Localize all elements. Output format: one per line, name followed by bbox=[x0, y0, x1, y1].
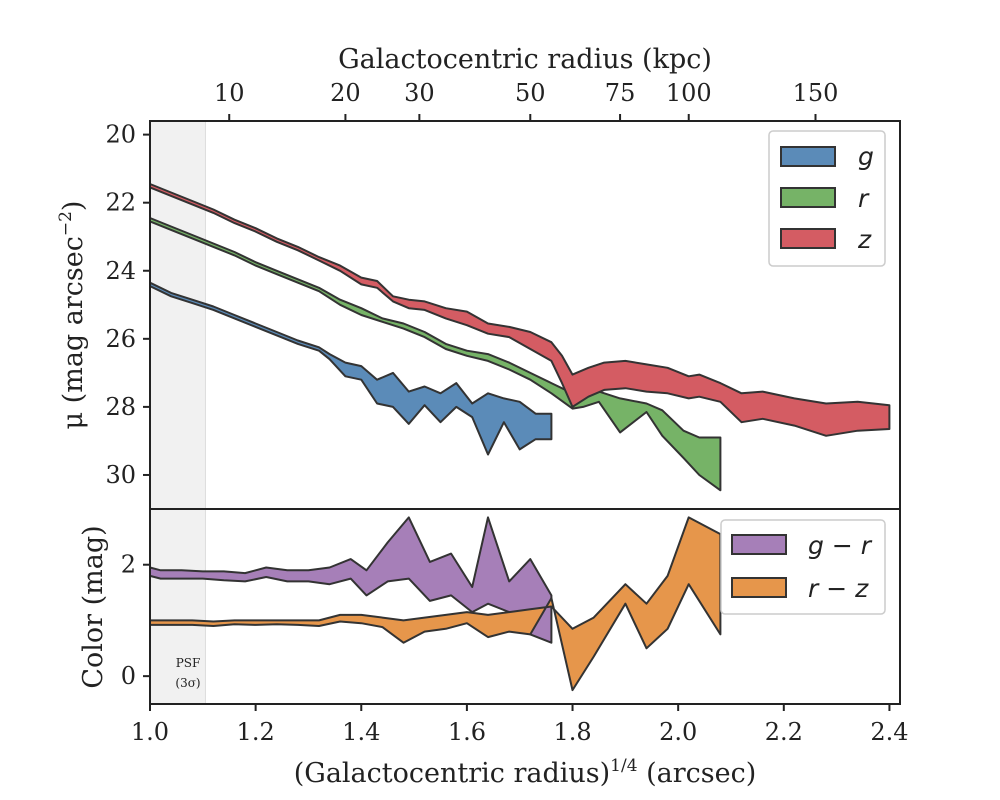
upper-panel: 20 22 24 26 28 30 10 20 30 50 75 100 150 g r z bbox=[105, 79, 901, 510]
upper-ytick-label-2: 24 bbox=[105, 257, 136, 285]
top-xtick-label-6: 150 bbox=[793, 79, 839, 107]
xtick-label-1: 1.2 bbox=[237, 718, 275, 746]
lower-band-r-z bbox=[149, 516, 722, 692]
xtick-label-2: 1.4 bbox=[342, 718, 380, 746]
upper-y-axis-label-exponent: −2 bbox=[56, 211, 76, 236]
legend-label-z: z bbox=[857, 225, 872, 254]
bottom-axis-ticks: 1.0 1.2 1.4 1.6 1.8 2.0 2.2 2.4 bbox=[131, 704, 909, 746]
upper-ytick-label-5: 30 bbox=[105, 461, 136, 489]
upper-y-axis-label-close: ) bbox=[58, 201, 89, 212]
lower-psf-region bbox=[149, 508, 206, 705]
upper-ytick-label-4: 28 bbox=[105, 393, 136, 421]
legend-label-g-r: g − r bbox=[808, 531, 873, 560]
top-xtick-label-4: 75 bbox=[605, 79, 636, 107]
legend-swatch-z bbox=[780, 228, 836, 249]
upper-ytick-label-0: 20 bbox=[105, 121, 136, 149]
top-xtick-label-5: 100 bbox=[666, 79, 712, 107]
xtick-label-3: 1.6 bbox=[448, 718, 486, 746]
xtick-label-4: 1.8 bbox=[553, 718, 591, 746]
top-axis-label: Galactocentric radius (kpc) bbox=[338, 44, 712, 75]
legend-label-g: g bbox=[858, 142, 874, 171]
xtick-label-5: 2.0 bbox=[659, 718, 697, 746]
top-axis-ticks: 10 20 30 50 75 100 150 bbox=[214, 79, 838, 121]
legend-swatch-g bbox=[780, 146, 836, 167]
upper-ytick-label-1: 22 bbox=[105, 189, 136, 217]
lower-panel: 02 1.0 1.2 1.4 1.6 1.8 2.0 2.2 2.4 PSF (3σ) g −… bbox=[121, 508, 909, 746]
top-xtick-label-2: 30 bbox=[404, 79, 435, 107]
upper-psf-region bbox=[149, 120, 206, 510]
top-xtick-label-1: 20 bbox=[330, 79, 361, 107]
lower-legend: g − r r − z bbox=[720, 519, 886, 615]
legend-label-r-z: r − z bbox=[808, 574, 869, 603]
upper-y-axis-label: μ (mag arcsec−2) bbox=[56, 201, 89, 430]
x-axis-label-exponent: 1/4 bbox=[610, 756, 637, 776]
top-xtick-label-0: 10 bbox=[214, 79, 245, 107]
upper-ticks: 20 22 24 26 28 30 bbox=[105, 121, 150, 489]
xtick-label-6: 2.2 bbox=[765, 718, 803, 746]
upper-ytick-label-3: 26 bbox=[105, 325, 136, 353]
top-xtick-label-3: 50 bbox=[515, 79, 546, 107]
lower-ytick-label-0: 0 bbox=[121, 662, 136, 690]
upper-band-g bbox=[149, 281, 553, 456]
xtick-label-0: 1.0 bbox=[131, 718, 169, 746]
lower-y-axis-label: Color (mag) bbox=[78, 525, 109, 688]
upper-band-z bbox=[149, 183, 891, 437]
upper-legend: g r z bbox=[768, 130, 886, 267]
lower-ytick-label-1: 2 bbox=[121, 551, 136, 579]
upper-y-axis-label-main: μ (mag arcsec bbox=[58, 236, 89, 429]
legend-swatch-g-r bbox=[731, 534, 787, 555]
legend-swatch-r bbox=[780, 187, 836, 208]
lower-series-group bbox=[149, 516, 722, 692]
upper-band-r bbox=[149, 217, 722, 492]
lower-panel-frame bbox=[149, 508, 901, 705]
legend-label-r: r bbox=[858, 184, 870, 213]
upper-series-group bbox=[149, 183, 891, 492]
lower-ticks: 02 bbox=[121, 551, 150, 690]
psf-label-line1: PSF bbox=[176, 656, 201, 670]
psf-label-line2: (3σ) bbox=[175, 676, 200, 690]
lower-band-g-r bbox=[149, 516, 553, 644]
xtick-label-7: 2.4 bbox=[870, 718, 908, 746]
x-axis-label-unit: (arcsec) bbox=[638, 758, 757, 789]
x-axis-label: (Galactocentric radius)1/4 (arcsec) bbox=[294, 756, 757, 789]
legend-swatch-r-z bbox=[731, 577, 787, 598]
x-axis-label-main: (Galactocentric radius) bbox=[294, 758, 610, 789]
